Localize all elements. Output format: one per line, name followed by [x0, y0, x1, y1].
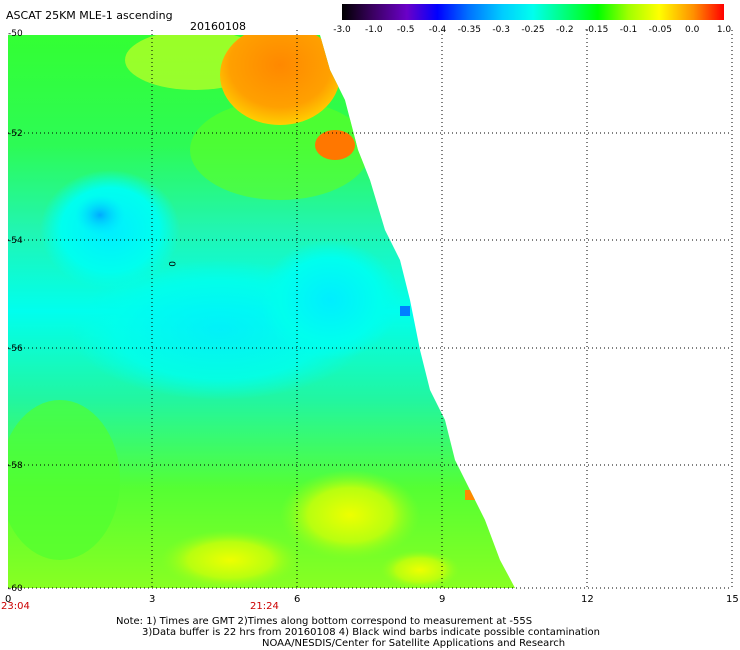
time-label: 23:04	[1, 601, 30, 612]
lat-label: -52	[8, 129, 23, 139]
lat-label: -54	[8, 236, 23, 246]
map-title: ASCAT 25KM MLE-1 ascending	[6, 9, 173, 22]
colorbar-tick-label: -0.35	[457, 25, 481, 35]
colorbar-tick-label: -1.0	[365, 25, 383, 35]
note-line: NOAA/NESDIS/Center for Satellite Applica…	[262, 638, 566, 649]
data-swath	[8, 35, 515, 588]
time-label: 21:24	[250, 601, 279, 612]
lon-label: 15	[726, 594, 739, 605]
lat-label: -56	[8, 344, 23, 354]
lon-label: 6	[294, 594, 300, 605]
grid-lines	[8, 30, 733, 589]
lon-label: 9	[439, 594, 445, 605]
lat-label: -50	[8, 29, 23, 39]
colorbar-tick-label: -0.15	[585, 25, 609, 35]
colorbar-tick-label: -0.05	[648, 25, 672, 35]
colorbar-tick-label: -0.4	[428, 25, 447, 35]
lat-label: -60	[8, 584, 23, 594]
colorbar-labels: -3.0 -1.0 -0.5 -0.4 -0.35 -0.3 -0.25 -0.2 -0.15-…	[0, 25, 740, 37]
map-date: 20160108	[190, 20, 246, 33]
note-line: 3)Data buffer is 22 hrs from 20160108 4)…	[142, 627, 600, 638]
colorbar-tick-label: -0.1	[619, 25, 638, 35]
colorbar-tick-label: 1.0	[716, 25, 732, 35]
colorbar-tick-label: -0.5	[396, 25, 415, 35]
colorbar-tick-label: -0.25	[521, 25, 545, 35]
colorbar-tick-label: -0.2	[556, 25, 574, 35]
lat-label: -58	[8, 461, 23, 471]
note-line: Note: 1) Times are GMT 2)Times along bot…	[116, 616, 533, 627]
colorbar-tick-label: -0.3	[492, 25, 510, 35]
contour-label: 0	[166, 261, 176, 267]
colorbar-tick-label: -3.0	[333, 25, 351, 35]
lon-label: 0	[5, 594, 11, 605]
lon-label: 12	[581, 594, 594, 605]
colorbar-tick-label: 0.0	[684, 25, 700, 35]
lon-label: 3	[149, 594, 155, 605]
colorbar	[342, 4, 724, 20]
